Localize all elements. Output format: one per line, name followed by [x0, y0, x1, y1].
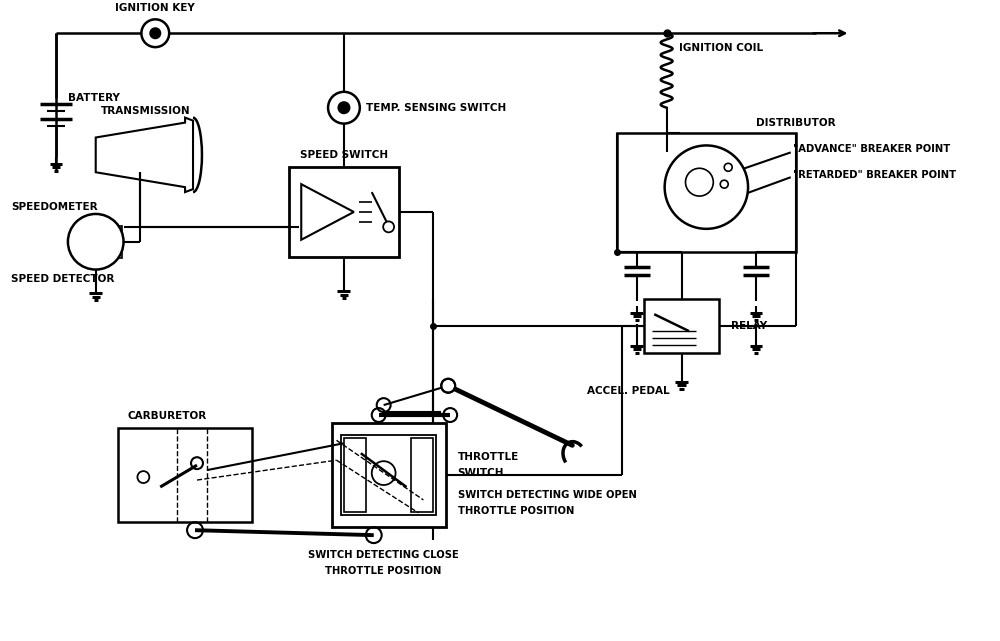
Text: SWITCH: SWITCH: [458, 468, 504, 478]
Bar: [332, 423, 446, 527]
Text: THROTTLE POSITION: THROTTLE POSITION: [458, 506, 574, 516]
Text: RELAY: RELAY: [731, 321, 767, 331]
Text: DISTRIBUTOR: DISTRIBUTOR: [756, 117, 836, 128]
Bar: [411, 438, 433, 512]
Text: SPEED DETECTOR: SPEED DETECTOR: [11, 274, 115, 285]
Text: SWITCH DETECTING CLOSE: SWITCH DETECTING CLOSE: [308, 550, 459, 560]
Text: ACCEL. PEDAL: ACCEL. PEDAL: [587, 386, 670, 395]
Text: SPEED SWITCH: SPEED SWITCH: [300, 151, 388, 160]
Text: BATTERY: BATTERY: [68, 93, 120, 103]
Text: IGNITION KEY: IGNITION KEY: [115, 3, 195, 13]
Text: TRANSMISSION: TRANSMISSION: [101, 106, 190, 115]
Bar: [644, 299, 719, 353]
Bar: [341, 435, 436, 515]
Circle shape: [328, 92, 360, 124]
Text: "ADVANCE" BREAKER POINT: "ADVANCE" BREAKER POINT: [793, 144, 950, 154]
Bar: [289, 167, 399, 256]
Bar: [100, 226, 122, 258]
Circle shape: [141, 19, 169, 47]
Circle shape: [338, 103, 349, 113]
Bar: [344, 438, 366, 512]
Text: "RETARDED" BREAKER POINT: "RETARDED" BREAKER POINT: [793, 171, 956, 180]
Polygon shape: [96, 118, 193, 192]
Text: IGNITION COIL: IGNITION COIL: [679, 43, 763, 53]
Text: THROTTLE POSITION: THROTTLE POSITION: [325, 566, 442, 576]
Circle shape: [150, 28, 160, 38]
Text: CARBURETOR: CARBURETOR: [128, 411, 207, 421]
Circle shape: [68, 214, 124, 270]
Circle shape: [665, 146, 748, 229]
Text: SPEEDOMETER: SPEEDOMETER: [11, 202, 98, 212]
Text: SWITCH DETECTING WIDE OPEN: SWITCH DETECTING WIDE OPEN: [458, 490, 637, 500]
Text: TEMP. SENSING SWITCH: TEMP. SENSING SWITCH: [366, 103, 506, 113]
Bar: [118, 428, 252, 522]
Circle shape: [441, 379, 455, 393]
Text: THROTTLE: THROTTLE: [458, 452, 519, 462]
Bar: [617, 133, 796, 252]
